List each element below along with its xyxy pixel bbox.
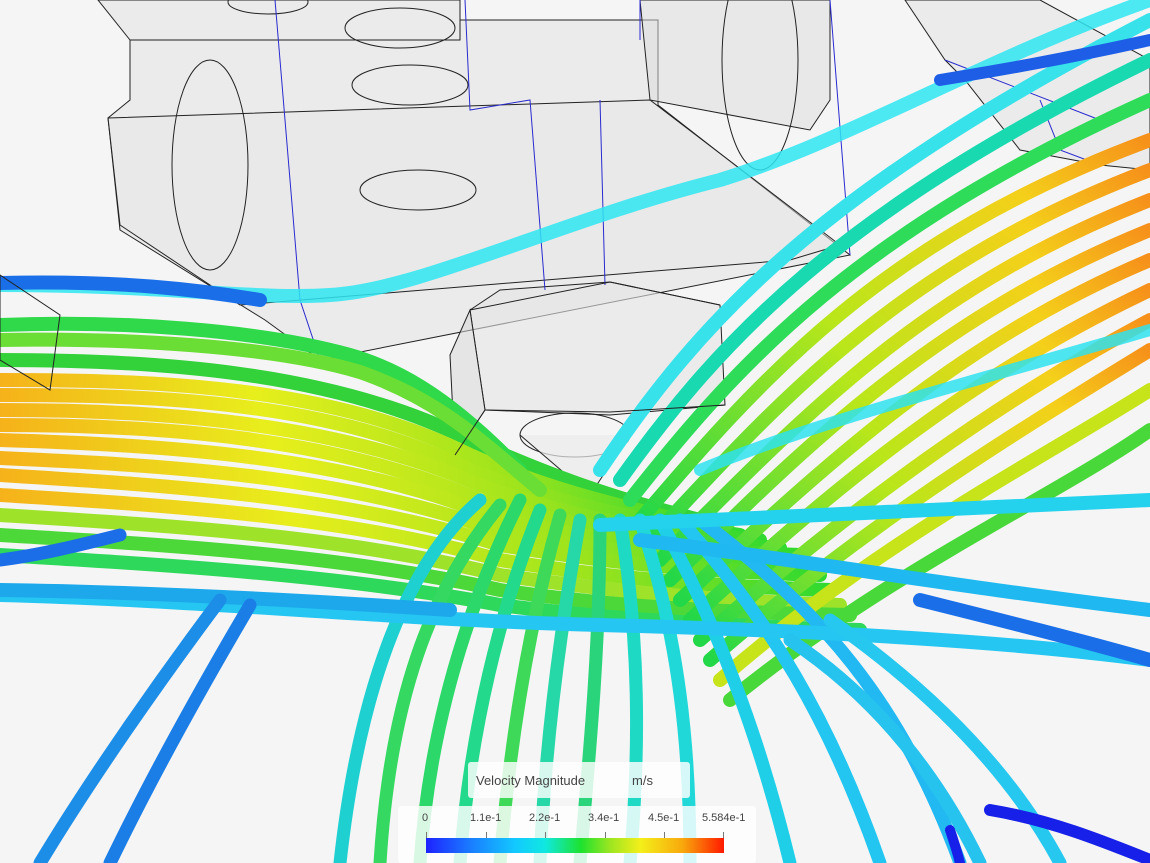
legend-unit: m/s [632, 773, 653, 788]
legend-title-box: Velocity Magnitude m/s [468, 762, 690, 798]
legend-colorbar [426, 838, 724, 853]
legend-tick-label: 2.2e-1 [529, 812, 561, 824]
color-legend: 0 1.1e-1 2.2e-1 3.4e-1 4.5e-1 5.584e-1 [398, 806, 756, 863]
legend-tick-mark [545, 832, 546, 838]
legend-tick-mark [486, 832, 487, 838]
legend-tick-label: 3.4e-1 [588, 812, 620, 824]
legend-title: Velocity Magnitude [476, 773, 586, 788]
legend-tick-mark [605, 832, 606, 838]
legend-tick-label: 5.584e-1 [702, 812, 746, 824]
legend-tick-mark [426, 832, 427, 838]
legend-tick-mark [723, 832, 724, 838]
legend-tick-mark [664, 832, 665, 838]
legend-tick-label: 1.1e-1 [470, 812, 502, 824]
legend-tick-label: 4.5e-1 [648, 812, 680, 824]
geometry-foreground-edges [0, 274, 726, 456]
legend-tick-label: 0 [422, 812, 429, 824]
